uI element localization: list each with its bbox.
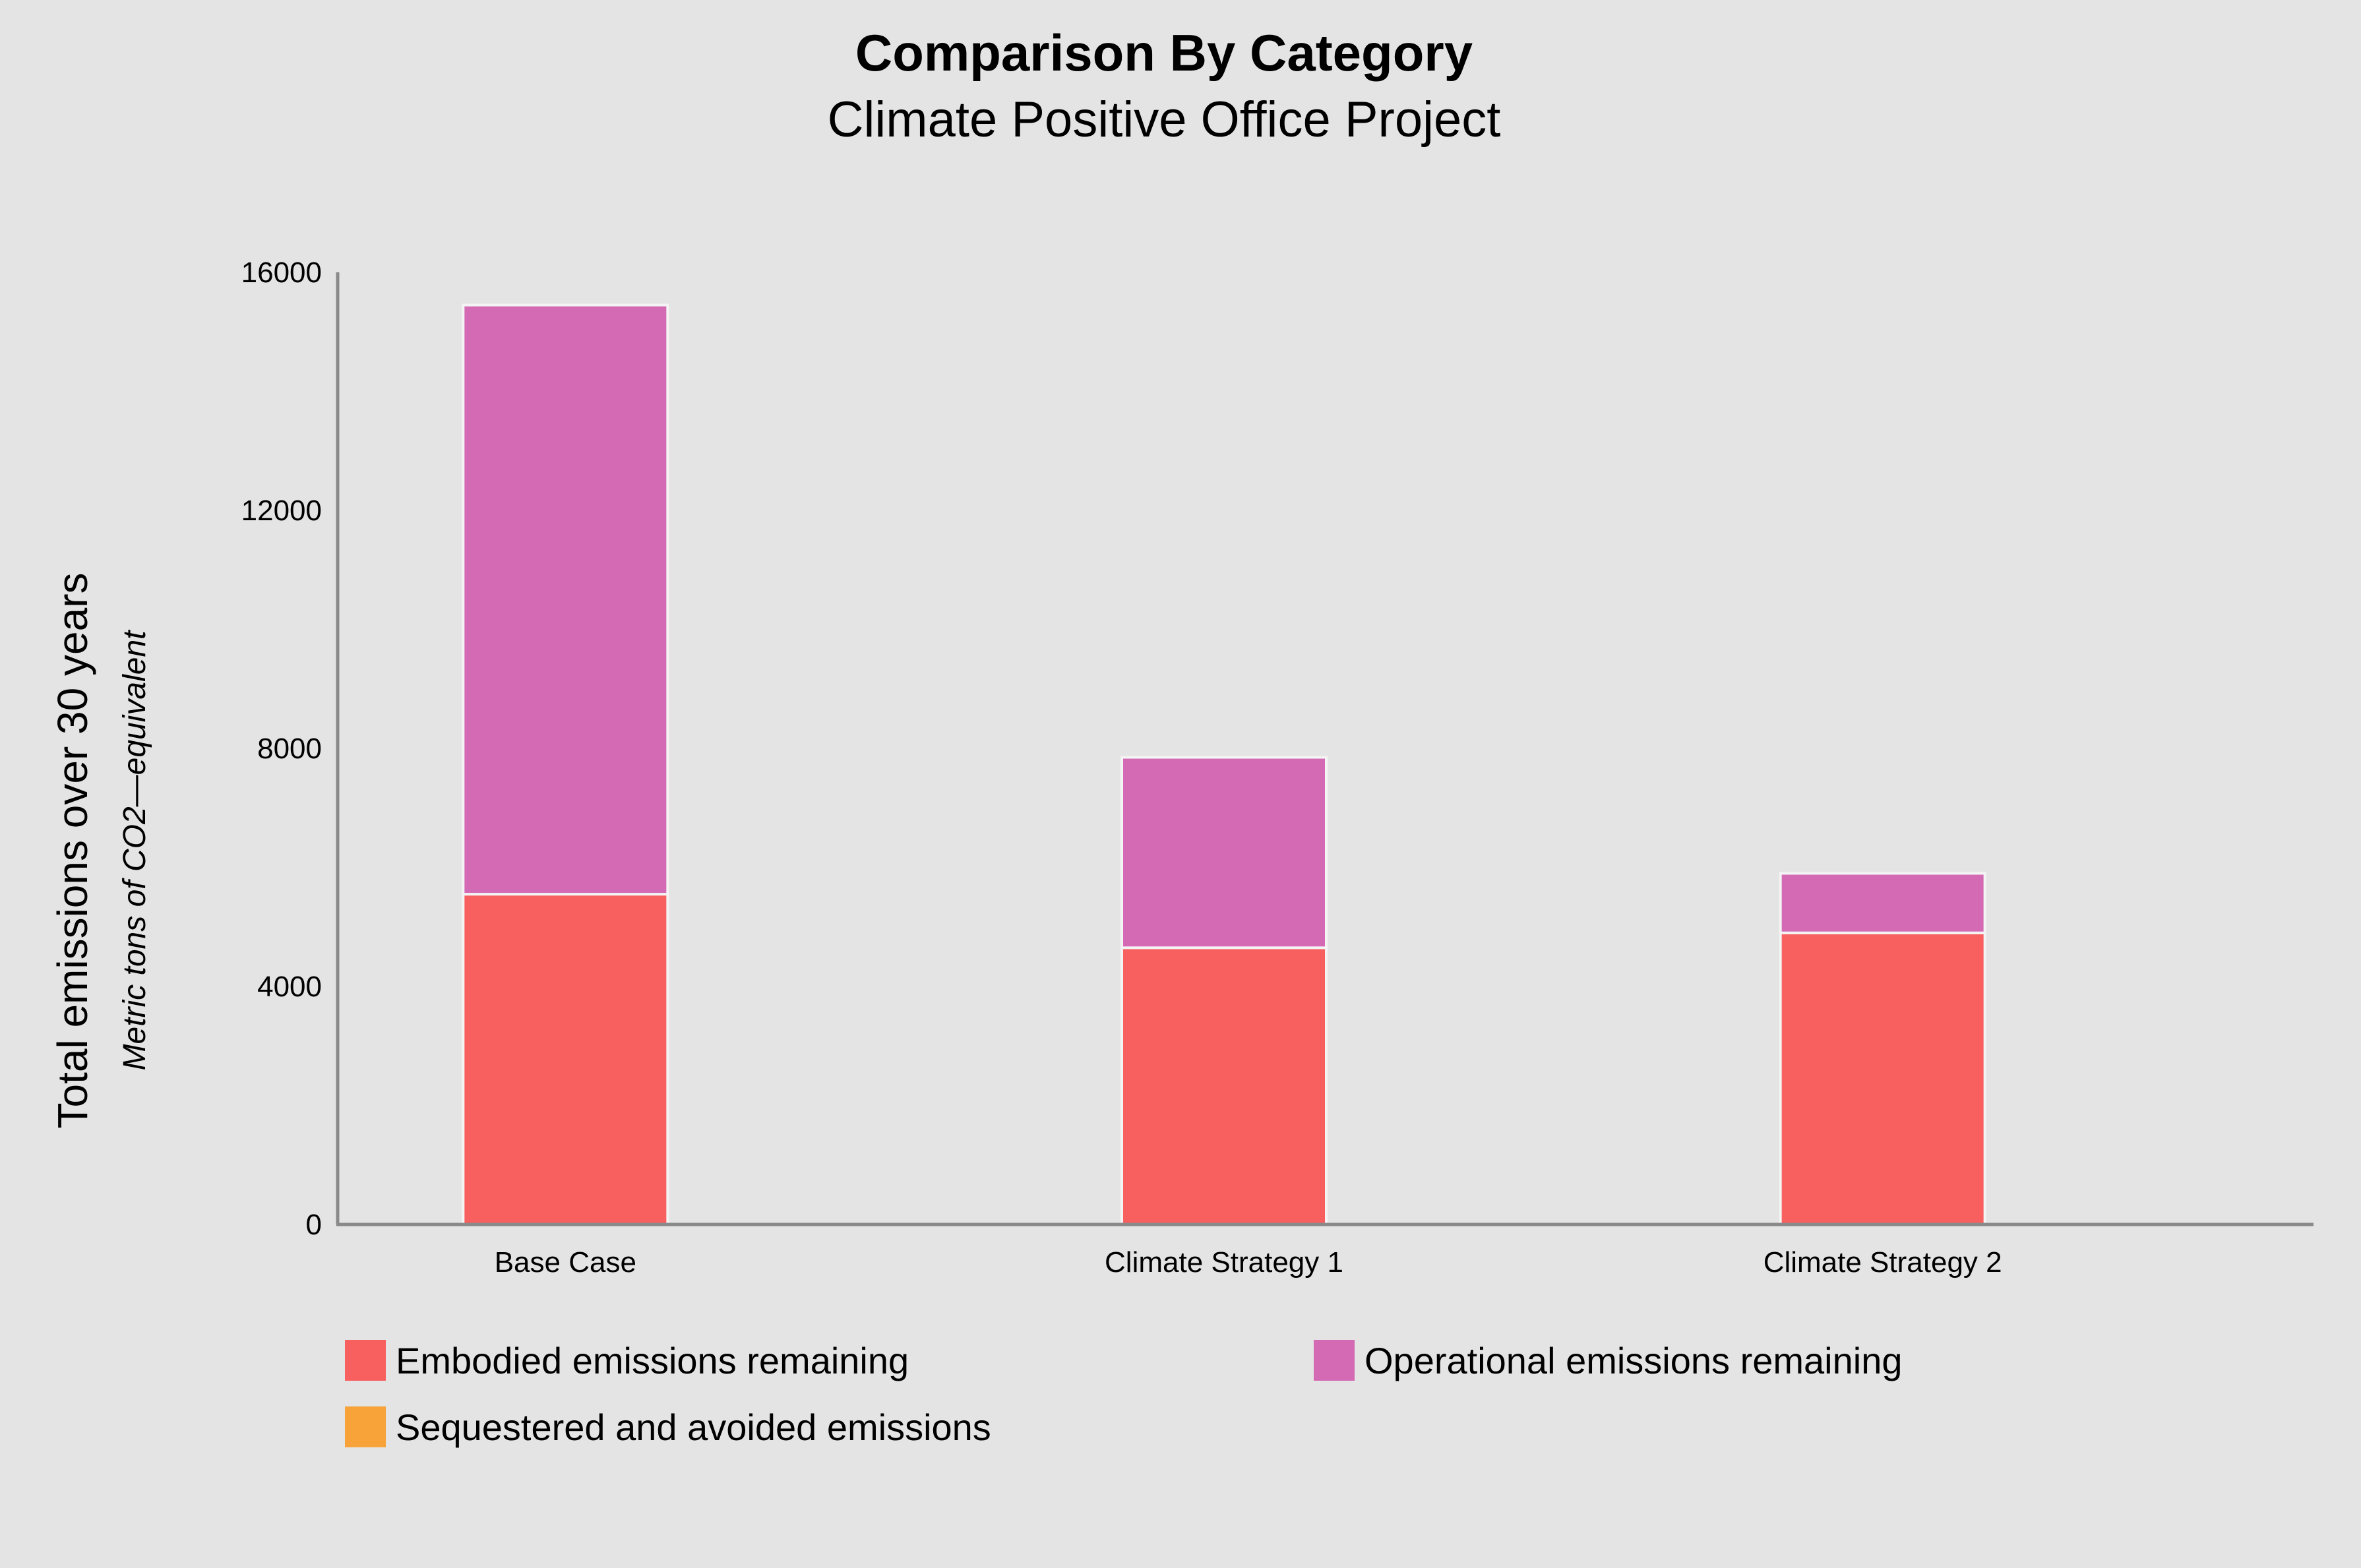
legend-swatch-operational [1314,1340,1355,1381]
bar-segment [1779,872,1986,934]
y-tick-label: 4000 [257,971,322,1003]
bar-segment [1120,946,1328,1226]
y-tick-label: 8000 [257,733,322,765]
bar-segment [1779,931,1986,1226]
legend-swatch-sequestered [345,1406,386,1447]
legend-item-operational: Operational emissions remaining [1314,1340,1903,1381]
chart-title: Comparison By Category [855,24,1473,82]
legend-label-operational: Operational emissions remaining [1364,1340,1903,1381]
legend-item-embodied: Embodied emissions remaining [345,1340,909,1381]
legend-label-embodied: Embodied emissions remaining [396,1340,909,1381]
y-axis-sublabel: Metric tons of CO2—equivalent [117,630,152,1071]
y-tick-label: 12000 [241,495,322,527]
x-axis-categories: Base Case Climate Strategy 1 Climate Strat… [495,1246,2002,1279]
legend: Embodied emissions remaining Operational… [345,1340,1903,1448]
y-axis-ticks: 0 4000 8000 12000 16000 [241,256,322,1241]
legend-swatch-embodied [345,1340,386,1381]
y-tick-label: 0 [306,1209,322,1241]
legend-item-sequestered: Sequestered and avoided emissions [345,1406,991,1448]
x-category-label: Climate Strategy 1 [1105,1246,1343,1279]
bar-segment [462,303,669,896]
chart-subtitle: Climate Positive Office Project [828,92,1501,148]
y-tick-label: 16000 [241,256,322,289]
x-category-label: Base Case [495,1246,636,1279]
y-axis-label: Total emissions over 30 years [49,572,96,1128]
bar-segment [1120,756,1328,950]
bar-segment [462,893,669,1226]
bars [462,303,1986,1226]
x-category-label: Climate Strategy 2 [1763,1246,2002,1279]
legend-label-sequestered: Sequestered and avoided emissions [396,1406,991,1448]
